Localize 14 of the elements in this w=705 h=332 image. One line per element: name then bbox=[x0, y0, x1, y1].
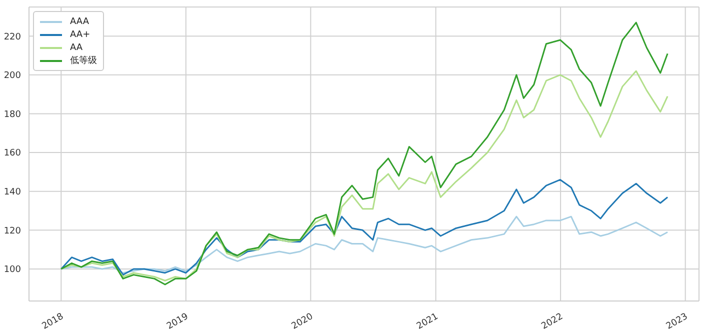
legend-label: 低等级 bbox=[70, 54, 97, 67]
legend-label: AAA bbox=[70, 16, 89, 26]
y-tick-label: 120 bbox=[4, 226, 22, 236]
y-tick-label: 140 bbox=[4, 188, 22, 198]
line-series bbox=[60, 70, 668, 282]
line-series bbox=[60, 178, 668, 276]
legend-label: AA bbox=[70, 42, 83, 52]
y-tick-label: 220 bbox=[4, 32, 22, 42]
y-tick-label: 100 bbox=[4, 265, 22, 276]
y-tick-label: 200 bbox=[4, 71, 22, 82]
y-tick-label: 160 bbox=[4, 148, 22, 159]
legend-label: AA+ bbox=[70, 30, 90, 40]
line-series bbox=[60, 216, 668, 274]
y-tick-label: 180 bbox=[4, 110, 22, 120]
